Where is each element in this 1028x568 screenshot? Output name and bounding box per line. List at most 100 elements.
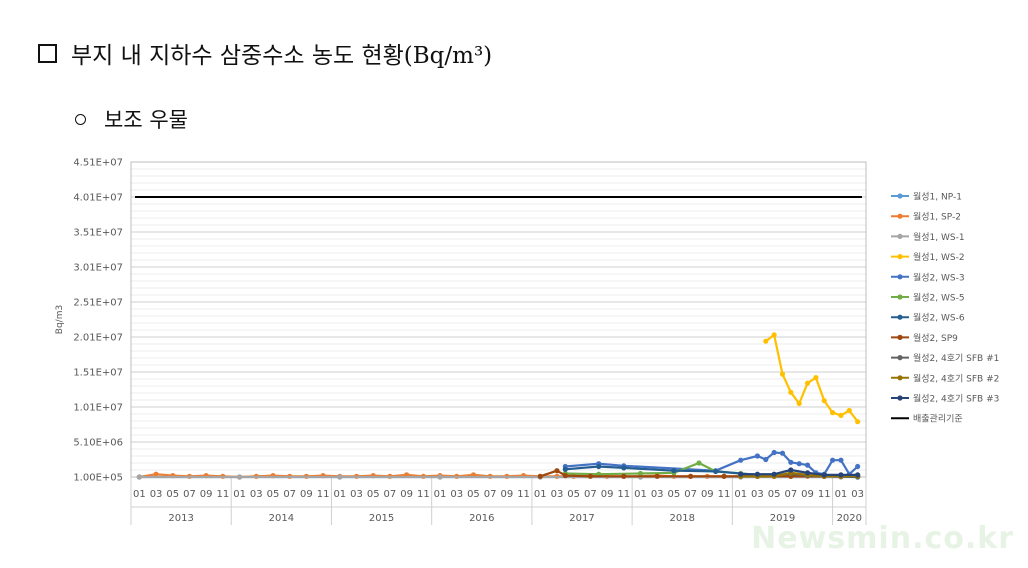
series (537, 468, 861, 479)
data-point (437, 474, 443, 480)
y-tick-label: 3.51E+07 (73, 228, 123, 239)
legend-label: 월성1, SP-2 (913, 211, 961, 223)
data-point (788, 467, 794, 473)
data-point (838, 457, 844, 463)
x-tick-label: 01 (434, 489, 447, 500)
legend-marker (897, 375, 903, 381)
x-tick-label: 07 (183, 489, 196, 500)
x-tick-label: 05 (567, 489, 580, 500)
legend-label: 월성2, SP9 (913, 332, 958, 344)
data-point (855, 472, 861, 478)
x-tick-label: 03 (551, 489, 564, 500)
legend-label: 월성2, WS-6 (913, 312, 965, 324)
legend-marker (897, 254, 903, 260)
x-tick-label: 01 (835, 489, 848, 500)
data-point (754, 453, 761, 459)
minor-gridlines (131, 161, 866, 478)
data-point (779, 371, 786, 377)
data-point (763, 456, 769, 463)
data-point (136, 474, 142, 480)
data-point (813, 375, 819, 381)
x-tick-label: 11 (417, 489, 430, 500)
x-tick-label: 03 (150, 489, 163, 500)
legend-item: 월성2, WS-3 (891, 271, 965, 283)
legend-label: 월성1, NP-1 (913, 191, 962, 203)
legend-label: 월성2, 4호기 SFB #2 (913, 372, 999, 384)
x-tick-label: 03 (350, 489, 363, 500)
data-point (771, 332, 777, 338)
y-tick-label: 2.51E+07 (73, 298, 123, 309)
x-tick-label: 01 (734, 489, 747, 500)
x-tick-label: 07 (384, 489, 397, 500)
x-tick-label: 03 (250, 489, 263, 500)
x-tick-label: 05 (668, 489, 681, 500)
series-line (740, 468, 858, 476)
legend-marker (897, 395, 903, 401)
x-tick-label: 07 (584, 489, 597, 500)
data-point (771, 449, 777, 456)
legend-label: 월성2, WS-5 (913, 292, 965, 304)
year-label: 2016 (469, 513, 494, 524)
legend-item: 월성2, WS-6 (891, 312, 965, 324)
data-point (855, 419, 861, 425)
y-tick-label: 3.01E+07 (73, 263, 123, 274)
section-heading: 보조 우물 (75, 104, 188, 134)
y-tick-label: 2.01E+07 (73, 333, 123, 344)
y-axis-label: Bq/m3 (55, 305, 65, 334)
data-point (537, 473, 543, 479)
x-tick-label: 09 (701, 489, 714, 500)
data-point (721, 473, 727, 479)
watermark: Newsmin.co.kr (751, 521, 1014, 556)
x-tick-label: 11 (517, 489, 530, 500)
year-label: 2020 (837, 513, 862, 524)
x-tick-label: 11 (217, 489, 230, 500)
legend-item: 월성2, 4호기 SFB #2 (891, 372, 999, 384)
data-point (763, 338, 769, 344)
x-tick-label: 05 (768, 489, 781, 500)
year-label: 2019 (770, 513, 795, 524)
data-point (587, 473, 593, 479)
data-point (153, 471, 159, 477)
legend-label: 월성1, WS-2 (913, 251, 965, 263)
x-tick-label: 09 (400, 489, 413, 500)
legend-label: 월성2, 4호기 SFB #3 (913, 393, 999, 405)
legend-item: 월성2, SP9 (891, 332, 958, 344)
legend-label: 월성2, WS-3 (913, 271, 965, 283)
series (738, 467, 861, 478)
x-tick-label: 03 (851, 489, 864, 500)
x-tick-label: 09 (500, 489, 513, 500)
section-heading-text: 보조 우물 (104, 108, 188, 132)
x-tick-label: 09 (801, 489, 814, 500)
legend-marker (897, 193, 903, 199)
legend-marker (897, 314, 903, 320)
x-tick-label: 07 (684, 489, 697, 500)
x-tick-label: 11 (317, 489, 330, 500)
y-tick-label: 1.01E+07 (73, 403, 123, 414)
legend-item: 월성1, WS-1 (891, 231, 965, 243)
series-line (765, 333, 859, 423)
x-tick-label: 11 (718, 489, 731, 500)
data-point (754, 471, 761, 477)
data-point (788, 389, 794, 395)
x-tick-label: 09 (601, 489, 614, 500)
y-tick-label: 1.51E+07 (73, 368, 123, 379)
data-point (855, 463, 861, 470)
data-point (821, 472, 827, 478)
year-label: 2017 (569, 513, 594, 524)
data-point (637, 470, 644, 477)
year-label: 2014 (269, 513, 294, 524)
legend-marker (897, 355, 903, 361)
data-point (779, 450, 786, 456)
x-tick-label: 01 (634, 489, 647, 500)
series (763, 332, 861, 425)
data-point (654, 473, 660, 479)
data-point (621, 473, 627, 479)
data-point (838, 412, 844, 418)
legend-marker (897, 334, 903, 340)
legend-label: 월성2, 4호기 SFB #1 (913, 352, 999, 364)
legend-item: 월성1, WS-2 (891, 251, 965, 263)
x-tick-label: 11 (818, 489, 831, 500)
circle-bullet-icon (75, 113, 86, 125)
data-point (596, 463, 602, 470)
